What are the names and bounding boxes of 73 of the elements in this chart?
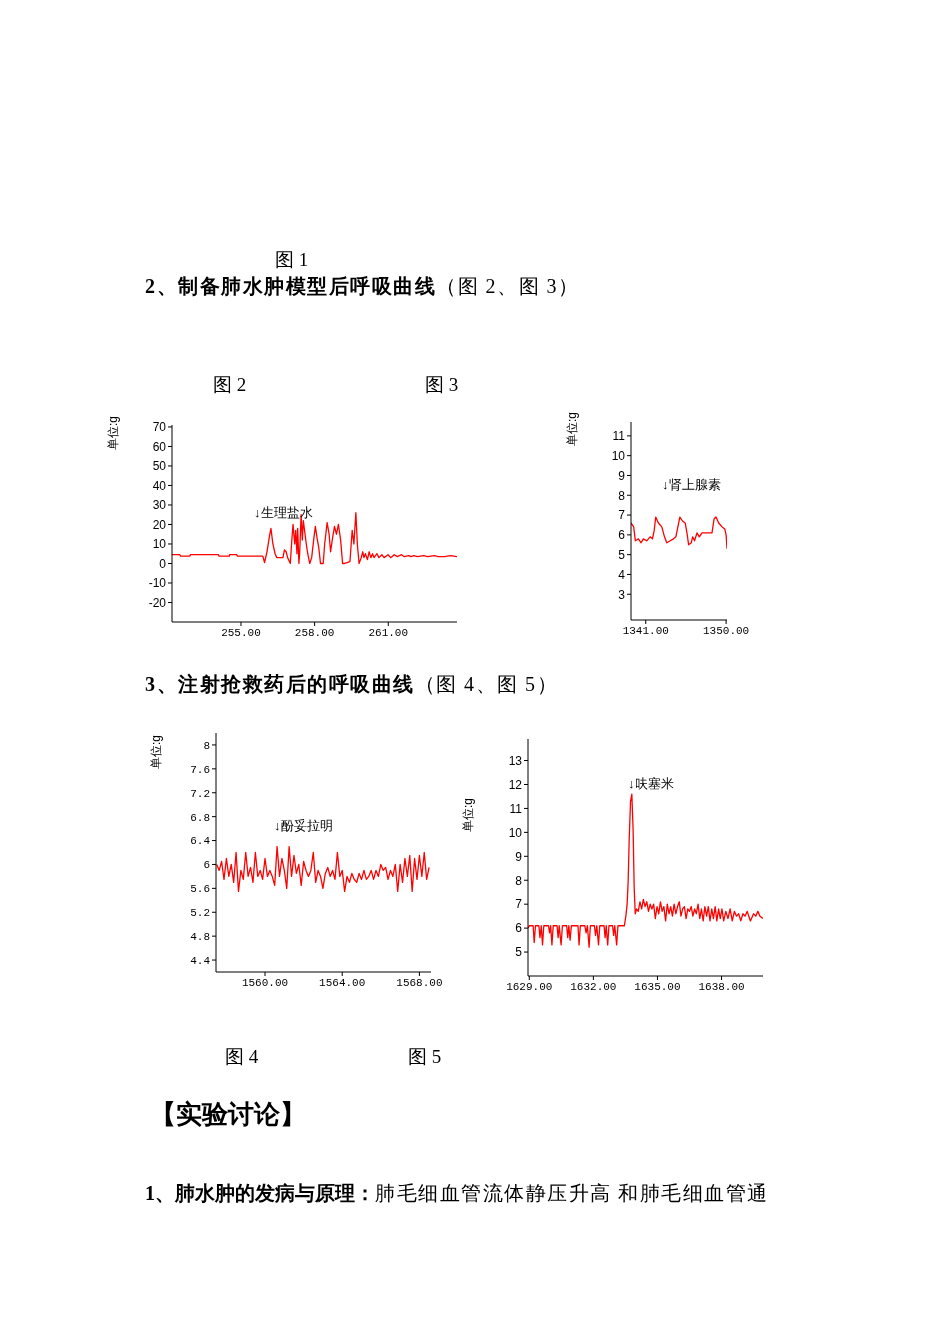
y-tick-label: 60 xyxy=(152,439,167,454)
x-tick-label: 1341.00 xyxy=(622,624,669,637)
y-tick-label: 7.6 xyxy=(190,763,210,776)
x-tick-label: 255.00 xyxy=(221,626,261,639)
y-tick-label: 10 xyxy=(611,448,626,463)
y-tick-label: 11 xyxy=(612,429,626,444)
y-tick-label: 30 xyxy=(152,498,167,513)
x-tick-label: 1632.00 xyxy=(570,980,617,993)
chart-title: 3、注射抢救药后的呼吸曲线 xyxy=(145,673,415,695)
text: （图 2、图 3） xyxy=(436,275,580,297)
text: （图 4、图 5） xyxy=(414,673,558,695)
y-tick-label: 6 xyxy=(618,528,626,543)
y-tick-label: 10 xyxy=(152,537,167,552)
y-tick-label: 13 xyxy=(508,753,523,768)
x-tick-label: 1560.00 xyxy=(241,976,289,989)
y-tick-label: 8 xyxy=(515,873,523,888)
y-tick-label: 50 xyxy=(152,459,167,474)
x-tick-label: 261.00 xyxy=(368,626,409,639)
x-tick-label: 1635.00 xyxy=(634,980,681,993)
text: 肺毛细血管流体静压升高 和肺毛细血管通 xyxy=(375,1182,769,1204)
y-axis-title: 单位:g xyxy=(106,415,120,451)
x-tick-label: 258.00 xyxy=(294,626,335,639)
y-tick-label: 4.4 xyxy=(190,954,211,967)
y-tick-label: 9 xyxy=(515,849,523,864)
y-tick-label: 20 xyxy=(152,517,167,532)
annotation: ↓肾上腺素 xyxy=(662,477,721,492)
line-series xyxy=(631,516,727,550)
y-tick-label: 8 xyxy=(618,488,626,503)
line-series xyxy=(216,845,430,892)
y-tick-label: 6.8 xyxy=(190,811,210,824)
y-tick-label: 9 xyxy=(618,468,626,483)
y-tick-label: 0 xyxy=(159,556,167,571)
caption: 图 2 xyxy=(213,374,247,395)
y-tick-label: 6.4 xyxy=(190,835,211,848)
caption: 图 5 xyxy=(408,1046,442,1067)
x-tick-label: 1629.00 xyxy=(506,980,553,993)
y-tick-label: 7.2 xyxy=(190,787,210,800)
y-tick-label: 5 xyxy=(618,547,626,562)
y-tick-label: 4 xyxy=(618,567,626,582)
y-tick-label: 12 xyxy=(508,777,523,792)
annotation: ↓酚妥拉明 xyxy=(274,818,333,833)
chart-title: 2、制备肺水肿模型后呼吸曲线 xyxy=(145,275,436,297)
text: 【实验讨论】 xyxy=(150,1100,306,1129)
x-tick-label: 1350.00 xyxy=(703,624,750,637)
y-tick-label: 7 xyxy=(515,897,523,912)
caption: 图 3 xyxy=(425,374,459,395)
x-tick-label: 1638.00 xyxy=(698,980,745,993)
y-tick-label: 8 xyxy=(203,739,210,752)
x-tick-label: 1564.00 xyxy=(319,976,366,989)
annotation: ↓呋塞米 xyxy=(628,776,674,791)
annotation: ↓生理盐水 xyxy=(254,505,313,520)
y-tick-label: 5.6 xyxy=(190,883,210,896)
y-axis-title: 单位:g xyxy=(565,411,579,447)
y-tick-label: 6 xyxy=(203,859,210,872)
y-tick-label: 5 xyxy=(515,945,523,960)
y-axis-title: 单位:g xyxy=(149,734,163,770)
y-tick-label: 70 xyxy=(152,420,167,435)
line-series xyxy=(528,793,763,948)
y-axis-title: 单位:g xyxy=(461,797,475,833)
y-tick-label: 6 xyxy=(515,921,523,936)
y-tick-label: 7 xyxy=(618,508,626,523)
y-tick-label: -20 xyxy=(148,595,167,610)
y-tick-label: 10 xyxy=(508,825,523,840)
y-tick-label: 11 xyxy=(509,801,523,816)
y-tick-label: 3 xyxy=(618,587,626,602)
x-tick-label: 1568.00 xyxy=(396,976,443,989)
caption: 图 4 xyxy=(225,1046,259,1067)
y-tick-label: -10 xyxy=(148,576,167,591)
y-tick-label: 5.2 xyxy=(190,907,210,920)
text: 1、肺水肿的发病与原理： xyxy=(145,1182,375,1204)
y-tick-label: 40 xyxy=(152,478,167,493)
caption: 图 1 xyxy=(275,249,309,270)
y-tick-label: 4.8 xyxy=(190,931,210,944)
